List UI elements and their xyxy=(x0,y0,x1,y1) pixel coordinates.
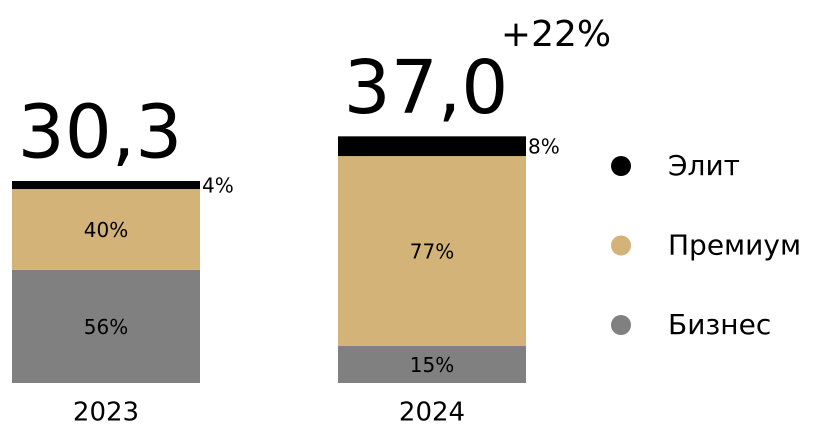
segment-label: 40% xyxy=(84,218,128,242)
x-tick-label: 2024 xyxy=(399,398,465,428)
bar-segment xyxy=(338,156,526,346)
x-tick-label: 2023 xyxy=(73,398,139,428)
bar-segment xyxy=(338,136,526,157)
legend-label: Бизнес xyxy=(668,308,771,341)
legend-marker xyxy=(611,315,631,335)
legend-label: Элит xyxy=(668,149,740,182)
bar-segment xyxy=(338,346,526,383)
segment-label: 56% xyxy=(84,315,128,339)
legend-label: Премиум xyxy=(668,229,801,262)
segment-label: 8% xyxy=(528,135,560,159)
total-label: 37,0 xyxy=(344,45,509,131)
segment-label: 15% xyxy=(410,353,454,377)
bar-segment xyxy=(12,269,200,383)
bar-segment xyxy=(12,189,200,270)
growth-annotation: +22% xyxy=(501,14,611,55)
segment-label: 4% xyxy=(202,174,234,198)
segment-label: 77% xyxy=(410,240,454,264)
legend-marker xyxy=(611,156,631,176)
total-label: 30,3 xyxy=(18,90,183,176)
legend-marker xyxy=(611,235,631,256)
bar-segment xyxy=(12,181,200,190)
